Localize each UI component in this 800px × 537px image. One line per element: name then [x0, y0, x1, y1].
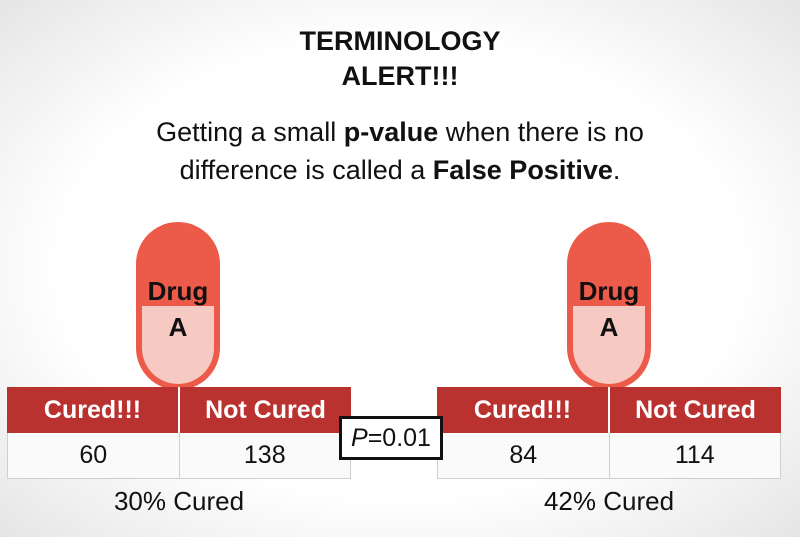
title-line-2: ALERT!!! — [341, 61, 459, 91]
right-caption: 42% Cured — [543, 486, 675, 516]
p-value-box: P =0.01 — [339, 416, 443, 460]
body-part-1: Getting a small — [156, 117, 344, 147]
p-value-number: =0.01 — [367, 423, 431, 452]
right-pill-bottom — [567, 306, 651, 390]
left-caption: 30% Cured — [113, 486, 245, 516]
right-table-header: Cured!!! Not Cured — [437, 387, 781, 433]
left-pill: Drug A — [136, 222, 220, 390]
left-header-cured: Cured!!! — [7, 387, 180, 433]
left-cell-cured: 60 — [8, 433, 180, 478]
left-table-row: 60 138 — [7, 433, 351, 479]
left-pill-label-drug: Drug — [147, 276, 209, 306]
right-pill-label-a: A — [599, 312, 619, 342]
left-pill-top — [136, 222, 220, 306]
title-line-1: TERMINOLOGY — [299, 26, 501, 56]
body-part-3: . — [612, 155, 621, 185]
left-table: Cured!!! Not Cured 60 138 — [7, 387, 351, 479]
right-cell-cured: 84 — [438, 433, 610, 478]
body-bold-false-positive: False Positive — [432, 155, 613, 185]
body-part-2: when there is no difference is called a — [179, 117, 644, 185]
right-header-not-cured: Not Cured — [610, 387, 781, 433]
left-table-header: Cured!!! Not Cured — [7, 387, 351, 433]
body-bold-pvalue: p-value — [343, 117, 439, 147]
right-pill-top — [567, 222, 651, 306]
left-cell-not-cured: 138 — [179, 433, 350, 478]
p-value-symbol: P — [351, 423, 368, 452]
right-cell-not-cured: 114 — [609, 433, 780, 478]
left-pill-label-a: A — [168, 312, 188, 342]
left-header-not-cured: Not Cured — [180, 387, 351, 433]
right-pill: Drug A — [567, 222, 651, 390]
right-table: Cured!!! Not Cured 84 114 — [437, 387, 781, 479]
body-text: Getting a small p-value when there is no… — [120, 113, 680, 189]
right-header-cured: Cured!!! — [437, 387, 610, 433]
right-table-row: 84 114 — [437, 433, 781, 479]
right-pill-label-drug: Drug — [578, 276, 640, 306]
